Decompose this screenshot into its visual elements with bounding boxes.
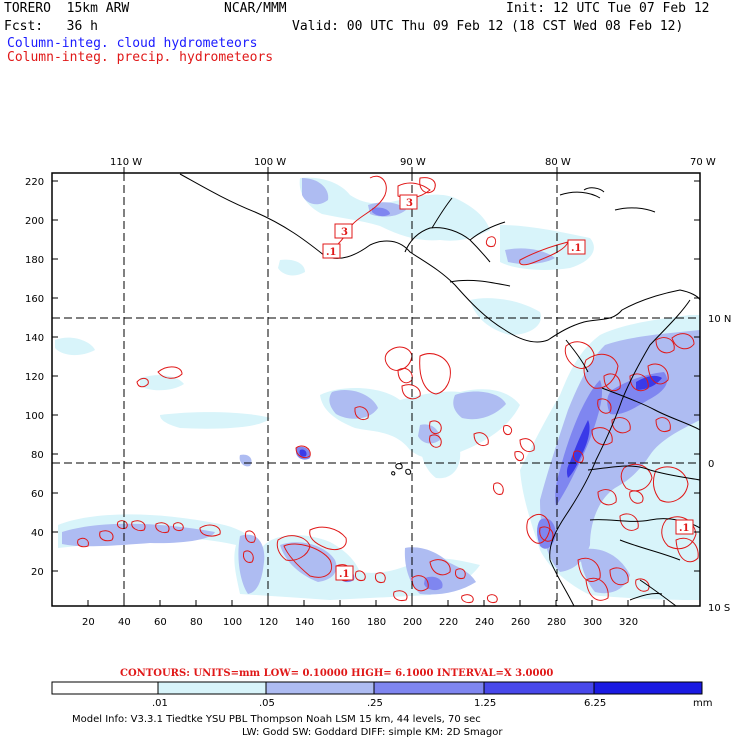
legend-unit: mm: [693, 698, 712, 709]
color-legend: .01 .05 .25 1.25 6.25 mm: [51, 681, 712, 709]
lon-label: 80 W: [545, 157, 571, 168]
lat-label: 10 S: [708, 603, 730, 614]
coastlines: [179, 173, 700, 606]
x-tick-labels: 20 40 60 80 100 120 140 160 180 200 220 …: [82, 617, 638, 628]
lon-label: 100 W: [254, 157, 286, 168]
x-tick-label: 100: [223, 617, 242, 628]
legend-tick-label: .05: [259, 698, 275, 709]
x-tick-label: 240: [475, 617, 494, 628]
contour-label: 3: [341, 227, 348, 238]
x-tick-label: 280: [547, 617, 566, 628]
y-tick-label: 160: [25, 294, 44, 305]
model-physics: LW: Godd SW: Goddard DIFF: simple KM: 2D…: [242, 727, 503, 738]
y-tick-label: 100: [25, 411, 44, 422]
y-tick-label: 80: [31, 450, 44, 461]
contour-label: .1: [571, 243, 581, 254]
contour-label: .1: [679, 523, 689, 534]
x-tick-label: 200: [403, 617, 422, 628]
lat-lon-grid: [52, 173, 700, 606]
x-tick-label: 220: [439, 617, 458, 628]
y-tick-labels: 220 200 180 160 140 120 100 80 60 40 20: [25, 177, 44, 578]
contour-label-boxes: .1 3 3 .1 .1 .1: [322, 194, 694, 581]
legend-tick-label: 6.25: [584, 698, 606, 709]
legend-tick-label: 1.25: [474, 698, 496, 709]
lat-label: 0: [708, 459, 714, 470]
legend-tick-label: .01: [152, 698, 168, 709]
lon-label: 110 W: [110, 157, 142, 168]
lon-label: 90 W: [400, 157, 426, 168]
field-precip-label: Column-integ. precip. hydrometeors: [7, 50, 274, 65]
contour-label: .1: [339, 569, 349, 580]
y-tick-label: 180: [25, 255, 44, 266]
legend-frame: [51, 681, 703, 695]
x-tick-label: 40: [118, 617, 131, 628]
legend-swatch: [52, 682, 158, 694]
x-tick-label: 320: [619, 617, 638, 628]
x-tick-label: 140: [295, 617, 314, 628]
y-tick-label: 200: [25, 216, 44, 227]
x-tick-label: 80: [190, 617, 203, 628]
y-tick-label: 220: [25, 177, 44, 188]
y-axis-ticks: [52, 180, 700, 572]
y-tick-label: 140: [25, 333, 44, 344]
x-tick-label: 60: [154, 617, 167, 628]
model-title: TORERO 15km ARW: [4, 1, 130, 16]
y-tick-label: 120: [25, 372, 44, 383]
x-tick-label: 160: [331, 617, 350, 628]
y-tick-label: 40: [31, 528, 44, 539]
y-tick-label: 20: [31, 567, 44, 578]
lon-labels: 110 W 100 W 90 W 80 W 70 W: [110, 157, 716, 168]
contour-label: .1: [326, 247, 336, 258]
x-tick-label: 20: [82, 617, 95, 628]
lon-label: 70 W: [690, 157, 716, 168]
cloud-shading: [55, 177, 700, 600]
legend-swatch: [374, 682, 484, 694]
legend-tick-label: .25: [367, 698, 383, 709]
x-axis-ticks: [87, 167, 665, 606]
x-tick-label: 120: [259, 617, 278, 628]
model-info: Model Info: V3.3.1 Tiedtke YSU PBL Thomp…: [72, 714, 481, 725]
valid-time: Valid: 00 UTC Thu 09 Feb 12 (18 CST Wed …: [292, 19, 684, 34]
legend-swatch: [484, 682, 594, 694]
lat-label: 10 N: [708, 314, 731, 325]
x-tick-label: 300: [583, 617, 602, 628]
forecast-hour: Fcst: 36 h: [4, 19, 98, 34]
init-time: Init: 12 UTC Tue 07 Feb 12: [506, 1, 710, 16]
field-cloud-label: Column-integ. cloud hydrometeors: [7, 36, 258, 51]
y-tick-label: 60: [31, 489, 44, 500]
legend-swatch: [594, 682, 702, 694]
contour-label: 3: [406, 198, 413, 209]
x-tick-label: 180: [367, 617, 386, 628]
lat-labels: 10 N 0 10 S: [708, 314, 731, 614]
contour-info: CONTOURS: UNITS=mm LOW= 0.10000 HIGH= 6.…: [120, 668, 553, 679]
legend-swatch: [158, 682, 266, 694]
x-tick-label: 260: [511, 617, 530, 628]
org-label: NCAR/MMM: [224, 1, 287, 16]
legend-swatch: [266, 682, 374, 694]
